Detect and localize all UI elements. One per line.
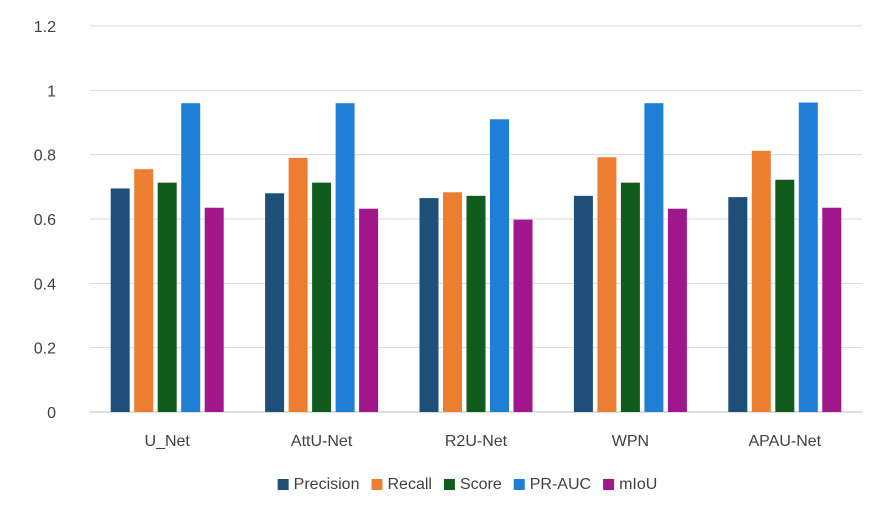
bar-pr-auc-u-net bbox=[181, 103, 201, 412]
bar-recall-wpn bbox=[597, 157, 617, 412]
bar-recall-attu-net bbox=[288, 157, 308, 412]
x-tick-label: AttU-Net bbox=[291, 433, 353, 450]
bar-recall-u-net bbox=[134, 169, 154, 412]
y-tick-label: 0.2 bbox=[34, 341, 56, 358]
y-tick-label: 0.4 bbox=[34, 276, 56, 293]
bar-score-wpn bbox=[620, 182, 640, 412]
bar-precision-u-net bbox=[110, 188, 130, 412]
bars bbox=[110, 102, 842, 413]
legend-swatch bbox=[603, 479, 615, 490]
bar-precision-attu-net bbox=[265, 193, 285, 412]
bar-recall-r2u-net bbox=[443, 192, 462, 412]
y-axis-ticks: 0 0.2 0.4 0.6 0.8 1 1.2 bbox=[34, 19, 56, 422]
y-tick-label: 0.6 bbox=[34, 212, 56, 229]
legend: Precision Recall Score PR-AUC mIoU bbox=[277, 476, 657, 493]
legend-item: Recall bbox=[371, 476, 432, 493]
bar-pr-auc-apau-net bbox=[798, 102, 818, 412]
legend-label: PR-AUC bbox=[530, 476, 591, 493]
bar-score-r2u-net bbox=[466, 195, 486, 412]
bar-pr-auc-r2u-net bbox=[490, 119, 509, 413]
bar-miou-u-net bbox=[204, 207, 224, 412]
x-tick-label: APAU-Net bbox=[748, 433, 821, 450]
legend-swatch bbox=[443, 479, 455, 490]
legend-swatch bbox=[371, 479, 383, 490]
bar-precision-r2u-net bbox=[419, 198, 439, 412]
bar-score-apau-net bbox=[775, 179, 795, 412]
legend-swatch bbox=[513, 479, 525, 490]
bar-pr-auc-wpn bbox=[644, 103, 664, 412]
x-tick-label: R2U-Net bbox=[445, 433, 508, 450]
y-tick-label: 0 bbox=[47, 405, 56, 422]
bar-precision-apau-net bbox=[728, 197, 748, 412]
legend-item: Score bbox=[443, 476, 502, 493]
bar-miou-r2u-net bbox=[513, 219, 533, 412]
bar-score-attu-net bbox=[312, 182, 332, 412]
bar-miou-wpn bbox=[667, 208, 687, 412]
x-tick-label: WPN bbox=[612, 433, 649, 450]
legend-label: Precision bbox=[294, 476, 360, 493]
legend-label: Recall bbox=[387, 476, 431, 493]
bar-recall-apau-net bbox=[751, 150, 771, 412]
legend-label: mIoU bbox=[619, 476, 657, 493]
legend-swatch bbox=[277, 479, 289, 490]
legend-item: Precision bbox=[277, 476, 360, 493]
bar-pr-auc-attu-net bbox=[335, 103, 355, 412]
y-tick-label: 1.2 bbox=[34, 19, 56, 36]
y-tick-label: 0.8 bbox=[34, 148, 56, 165]
bar-score-u-net bbox=[157, 182, 177, 412]
bar-precision-wpn bbox=[573, 195, 593, 412]
bar-miou-attu-net bbox=[359, 208, 379, 412]
x-axis-ticks: U_Net AttU-Net R2U-Net WPN APAU-Net bbox=[145, 433, 822, 450]
legend-label: Score bbox=[460, 476, 502, 493]
bar-miou-apau-net bbox=[822, 207, 842, 412]
y-tick-label: 1 bbox=[47, 83, 56, 100]
legend-item: PR-AUC bbox=[513, 476, 591, 493]
x-tick-label: U_Net bbox=[145, 433, 191, 450]
legend-item: mIoU bbox=[603, 476, 657, 493]
